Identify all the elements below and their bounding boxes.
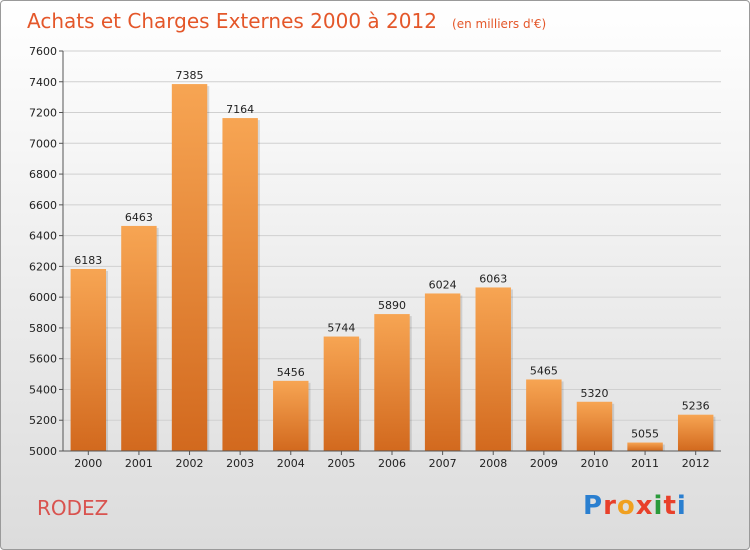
bar	[677, 414, 714, 451]
value-label: 6024	[429, 278, 457, 291]
logo-letter: t	[663, 491, 677, 521]
y-tick-label: 7200	[29, 107, 57, 120]
bar	[526, 379, 562, 451]
city-name: RODEZ	[37, 496, 109, 520]
bars: 6183 6463 7385 7164 5456 5744 5890 6024 6063 5465…	[70, 69, 716, 452]
bar	[475, 287, 511, 451]
value-label: 5320	[580, 387, 608, 400]
value-label: 5465	[530, 364, 558, 377]
value-label: 7164	[226, 103, 254, 116]
y-tick-label: 6200	[29, 260, 57, 273]
bar	[273, 380, 309, 451]
x-tick-label: 2011	[631, 457, 659, 470]
x-tick-label: 2002	[176, 457, 204, 470]
x-tick-label: 2007	[429, 457, 457, 470]
x-tick-label: 2000	[74, 457, 102, 470]
bar	[323, 336, 360, 451]
y-tick-label: 7400	[29, 76, 57, 89]
y-tick-label: 5600	[29, 353, 57, 366]
chart-title: Achats et Charges Externes 2000 à 2012	[27, 9, 437, 33]
y-tick-label: 6400	[29, 230, 57, 243]
value-label: 6183	[74, 254, 102, 267]
y-tick-label: 6600	[29, 199, 57, 212]
y-tick-label: 6000	[29, 291, 57, 304]
y-tick-label: 5800	[29, 322, 57, 335]
logo-letter: i	[676, 491, 687, 521]
x-tick-label: 2003	[226, 457, 254, 470]
chart-unit: (en milliers d'€)	[452, 17, 547, 31]
value-label: 7385	[176, 69, 204, 82]
bar	[121, 225, 157, 451]
x-tick-label: 2001	[125, 457, 153, 470]
value-label: 6063	[479, 272, 507, 285]
value-label: 6463	[125, 211, 153, 224]
logo-letter: o	[616, 491, 636, 521]
bar	[627, 442, 663, 451]
x-tick-label: 2005	[327, 457, 355, 470]
proxiti-logo: Proxiti	[583, 491, 687, 521]
value-label: 5055	[631, 428, 659, 441]
y-tick-label: 7600	[29, 45, 57, 58]
x-tick-label: 2012	[682, 457, 710, 470]
bar	[424, 293, 461, 451]
axes: 5000 5200 5400 5600 5800 6000 6200 6400 6600 6800…	[29, 45, 721, 470]
logo-letter: x	[635, 491, 654, 521]
value-label: 5456	[277, 366, 305, 379]
bar	[222, 118, 258, 452]
y-tick-label: 6800	[29, 168, 57, 181]
logo-letter: i	[653, 491, 664, 521]
y-tick-label: 5000	[29, 445, 57, 458]
bar	[70, 269, 107, 451]
bar	[576, 401, 613, 451]
y-tick-label: 5400	[29, 383, 57, 396]
value-label: 5236	[682, 400, 710, 413]
value-label: 5890	[378, 299, 406, 312]
logo-letter: r	[603, 491, 617, 521]
x-tick-label: 2008	[479, 457, 507, 470]
bar	[374, 314, 410, 451]
logo-letter: P	[583, 491, 604, 521]
x-tick-label: 2004	[277, 457, 305, 470]
x-tick-label: 2009	[530, 457, 558, 470]
y-tick-label: 7000	[29, 137, 57, 150]
y-tick-label: 5200	[29, 414, 57, 427]
chart-title-block: Achats et Charges Externes 2000 à 2012 (…	[27, 9, 546, 33]
value-label: 5744	[327, 322, 355, 335]
bar	[171, 84, 208, 452]
x-tick-label: 2006	[378, 457, 406, 470]
x-tick-label: 2010	[580, 457, 608, 470]
